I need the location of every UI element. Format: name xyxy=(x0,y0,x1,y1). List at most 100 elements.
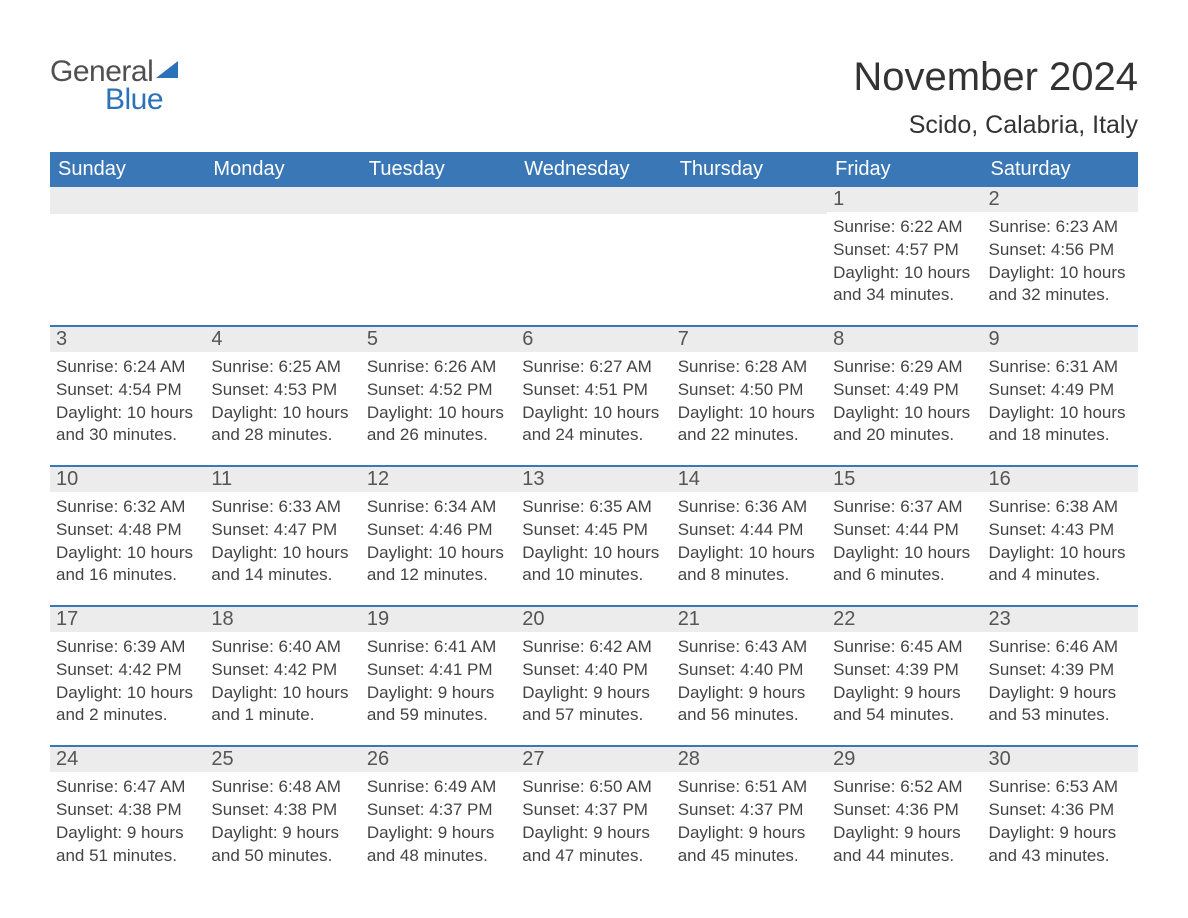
daylight-text: Daylight: 10 hours and 14 minutes. xyxy=(211,542,354,588)
logo: General Blue xyxy=(50,55,178,117)
day-number: 18 xyxy=(205,607,360,632)
day-cell: 9Sunrise: 6:31 AMSunset: 4:49 PMDaylight… xyxy=(983,327,1138,451)
daylight-text: Daylight: 10 hours and 18 minutes. xyxy=(989,402,1132,448)
sunset-text: Sunset: 4:49 PM xyxy=(989,379,1132,402)
header-row: General Blue November 2024 Scido, Calabr… xyxy=(50,55,1138,140)
calendar: Sunday Monday Tuesday Wednesday Thursday… xyxy=(50,152,1138,871)
day-cell: 25Sunrise: 6:48 AMSunset: 4:38 PMDayligh… xyxy=(205,747,360,871)
daylight-text: Daylight: 10 hours and 28 minutes. xyxy=(211,402,354,448)
day-cell: 19Sunrise: 6:41 AMSunset: 4:41 PMDayligh… xyxy=(361,607,516,731)
day-cell: 18Sunrise: 6:40 AMSunset: 4:42 PMDayligh… xyxy=(205,607,360,731)
daylight-text: Daylight: 9 hours and 59 minutes. xyxy=(367,682,510,728)
sunset-text: Sunset: 4:39 PM xyxy=(833,659,976,682)
daylight-text: Daylight: 9 hours and 54 minutes. xyxy=(833,682,976,728)
daylight-text: Daylight: 9 hours and 48 minutes. xyxy=(367,822,510,868)
day-cell: 14Sunrise: 6:36 AMSunset: 4:44 PMDayligh… xyxy=(672,467,827,591)
daylight-text: Daylight: 10 hours and 2 minutes. xyxy=(56,682,199,728)
daylight-text: Daylight: 9 hours and 50 minutes. xyxy=(211,822,354,868)
day-cell xyxy=(516,187,671,311)
sunset-text: Sunset: 4:40 PM xyxy=(678,659,821,682)
sunrise-text: Sunrise: 6:41 AM xyxy=(367,636,510,659)
day-number: 29 xyxy=(827,747,982,772)
weekday-header: Wednesday xyxy=(516,152,671,187)
sunset-text: Sunset: 4:42 PM xyxy=(211,659,354,682)
sunset-text: Sunset: 4:46 PM xyxy=(367,519,510,542)
sunset-text: Sunset: 4:45 PM xyxy=(522,519,665,542)
sunset-text: Sunset: 4:52 PM xyxy=(367,379,510,402)
sunset-text: Sunset: 4:53 PM xyxy=(211,379,354,402)
day-number: 19 xyxy=(361,607,516,632)
daylight-text: Daylight: 10 hours and 26 minutes. xyxy=(367,402,510,448)
day-body: Sunrise: 6:24 AMSunset: 4:54 PMDaylight:… xyxy=(50,352,205,451)
daylight-text: Daylight: 10 hours and 34 minutes. xyxy=(833,262,976,308)
sunset-text: Sunset: 4:36 PM xyxy=(989,799,1132,822)
sunrise-text: Sunrise: 6:23 AM xyxy=(989,216,1132,239)
sunset-text: Sunset: 4:49 PM xyxy=(833,379,976,402)
day-body: Sunrise: 6:41 AMSunset: 4:41 PMDaylight:… xyxy=(361,632,516,731)
day-body: Sunrise: 6:37 AMSunset: 4:44 PMDaylight:… xyxy=(827,492,982,591)
weekday-header: Sunday xyxy=(50,152,205,187)
sunset-text: Sunset: 4:44 PM xyxy=(833,519,976,542)
day-cell: 6Sunrise: 6:27 AMSunset: 4:51 PMDaylight… xyxy=(516,327,671,451)
day-body: Sunrise: 6:40 AMSunset: 4:42 PMDaylight:… xyxy=(205,632,360,731)
daylight-text: Daylight: 9 hours and 44 minutes. xyxy=(833,822,976,868)
daylight-text: Daylight: 10 hours and 22 minutes. xyxy=(678,402,821,448)
week-row: 24Sunrise: 6:47 AMSunset: 4:38 PMDayligh… xyxy=(50,745,1138,871)
day-cell: 15Sunrise: 6:37 AMSunset: 4:44 PMDayligh… xyxy=(827,467,982,591)
day-body: Sunrise: 6:29 AMSunset: 4:49 PMDaylight:… xyxy=(827,352,982,451)
day-body: Sunrise: 6:39 AMSunset: 4:42 PMDaylight:… xyxy=(50,632,205,731)
day-number: 30 xyxy=(983,747,1138,772)
sunrise-text: Sunrise: 6:43 AM xyxy=(678,636,821,659)
day-body: Sunrise: 6:35 AMSunset: 4:45 PMDaylight:… xyxy=(516,492,671,591)
week-row: 10Sunrise: 6:32 AMSunset: 4:48 PMDayligh… xyxy=(50,465,1138,591)
day-body: Sunrise: 6:53 AMSunset: 4:36 PMDaylight:… xyxy=(983,772,1138,871)
day-body: Sunrise: 6:42 AMSunset: 4:40 PMDaylight:… xyxy=(516,632,671,731)
day-number: 22 xyxy=(827,607,982,632)
day-body: Sunrise: 6:48 AMSunset: 4:38 PMDaylight:… xyxy=(205,772,360,871)
day-cell: 16Sunrise: 6:38 AMSunset: 4:43 PMDayligh… xyxy=(983,467,1138,591)
day-body: Sunrise: 6:31 AMSunset: 4:49 PMDaylight:… xyxy=(983,352,1138,451)
sunrise-text: Sunrise: 6:47 AM xyxy=(56,776,199,799)
sunrise-text: Sunrise: 6:38 AM xyxy=(989,496,1132,519)
day-number: 2 xyxy=(983,187,1138,212)
day-cell: 28Sunrise: 6:51 AMSunset: 4:37 PMDayligh… xyxy=(672,747,827,871)
sunset-text: Sunset: 4:38 PM xyxy=(56,799,199,822)
day-body: Sunrise: 6:43 AMSunset: 4:40 PMDaylight:… xyxy=(672,632,827,731)
sunrise-text: Sunrise: 6:34 AM xyxy=(367,496,510,519)
sunrise-text: Sunrise: 6:39 AM xyxy=(56,636,199,659)
sunrise-text: Sunrise: 6:31 AM xyxy=(989,356,1132,379)
sunset-text: Sunset: 4:36 PM xyxy=(833,799,976,822)
day-cell: 30Sunrise: 6:53 AMSunset: 4:36 PMDayligh… xyxy=(983,747,1138,871)
empty-day-bar xyxy=(205,187,360,214)
weekday-header-bar: Sunday Monday Tuesday Wednesday Thursday… xyxy=(50,152,1138,187)
daylight-text: Daylight: 9 hours and 43 minutes. xyxy=(989,822,1132,868)
day-cell: 26Sunrise: 6:49 AMSunset: 4:37 PMDayligh… xyxy=(361,747,516,871)
sunrise-text: Sunrise: 6:33 AM xyxy=(211,496,354,519)
weekday-header: Saturday xyxy=(983,152,1138,187)
day-number: 5 xyxy=(361,327,516,352)
day-cell: 3Sunrise: 6:24 AMSunset: 4:54 PMDaylight… xyxy=(50,327,205,451)
day-number: 11 xyxy=(205,467,360,492)
sunrise-text: Sunrise: 6:25 AM xyxy=(211,356,354,379)
daylight-text: Daylight: 10 hours and 10 minutes. xyxy=(522,542,665,588)
day-cell: 11Sunrise: 6:33 AMSunset: 4:47 PMDayligh… xyxy=(205,467,360,591)
week-row: 17Sunrise: 6:39 AMSunset: 4:42 PMDayligh… xyxy=(50,605,1138,731)
sunset-text: Sunset: 4:54 PM xyxy=(56,379,199,402)
calendar-page: General Blue November 2024 Scido, Calabr… xyxy=(0,0,1188,911)
day-body: Sunrise: 6:38 AMSunset: 4:43 PMDaylight:… xyxy=(983,492,1138,591)
day-body: Sunrise: 6:22 AMSunset: 4:57 PMDaylight:… xyxy=(827,212,982,311)
daylight-text: Daylight: 10 hours and 12 minutes. xyxy=(367,542,510,588)
sunrise-text: Sunrise: 6:51 AM xyxy=(678,776,821,799)
daylight-text: Daylight: 10 hours and 24 minutes. xyxy=(522,402,665,448)
sunrise-text: Sunrise: 6:22 AM xyxy=(833,216,976,239)
day-cell: 17Sunrise: 6:39 AMSunset: 4:42 PMDayligh… xyxy=(50,607,205,731)
sunset-text: Sunset: 4:38 PM xyxy=(211,799,354,822)
day-body: Sunrise: 6:33 AMSunset: 4:47 PMDaylight:… xyxy=(205,492,360,591)
daylight-text: Daylight: 9 hours and 53 minutes. xyxy=(989,682,1132,728)
sunset-text: Sunset: 4:39 PM xyxy=(989,659,1132,682)
daylight-text: Daylight: 9 hours and 57 minutes. xyxy=(522,682,665,728)
day-body: Sunrise: 6:52 AMSunset: 4:36 PMDaylight:… xyxy=(827,772,982,871)
day-number: 3 xyxy=(50,327,205,352)
day-number: 25 xyxy=(205,747,360,772)
day-body: Sunrise: 6:46 AMSunset: 4:39 PMDaylight:… xyxy=(983,632,1138,731)
